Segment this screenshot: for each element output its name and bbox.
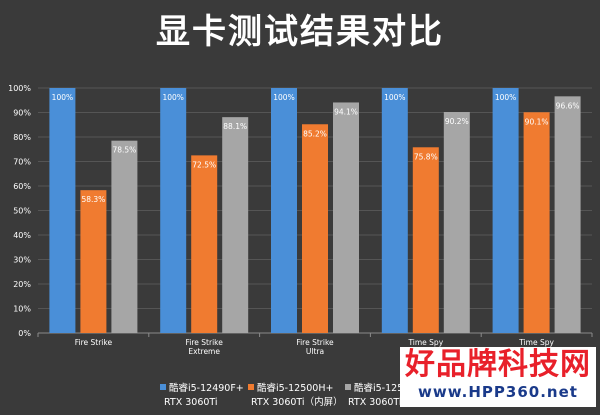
bar-data-label: 96.6% [556, 101, 580, 110]
legend-swatch [160, 384, 166, 390]
y-tick-label: 60% [13, 182, 31, 191]
legend-label: RTX 3060Ti [164, 397, 218, 408]
x-tick-label: Time Spy [407, 338, 443, 347]
x-tick-label: Fire Strike [186, 338, 224, 347]
y-tick-label: 80% [13, 133, 31, 142]
bar [302, 124, 328, 333]
bar [523, 112, 550, 333]
x-tick-label: Time Spy [518, 338, 554, 347]
x-tick-label: Extreme [188, 347, 220, 356]
bar [111, 140, 138, 333]
watermark-text: 好品牌科技网 [405, 347, 591, 382]
bar [80, 190, 107, 333]
y-tick-label: 30% [13, 256, 31, 265]
bar [381, 88, 408, 333]
x-tick-label: Fire Strike [296, 338, 334, 347]
bar-data-label: 85.2% [303, 129, 327, 138]
bar [443, 112, 470, 333]
legend-label: 酷睿i5-12500H+ [257, 382, 333, 394]
y-tick-label: 40% [13, 231, 31, 240]
bar-data-label: 78.5% [112, 146, 136, 155]
chart-title: 显卡测试结果对比 [156, 12, 444, 52]
bar-data-label: 58.3% [81, 195, 105, 204]
bar-data-label: 100% [162, 93, 183, 102]
y-tick-label: 0% [18, 329, 31, 338]
bar-data-label: 88.1% [223, 122, 247, 131]
bar [191, 155, 218, 333]
bar [554, 96, 581, 333]
legend-label: 酷睿i5-12490F+ [169, 382, 244, 394]
bar [271, 88, 297, 333]
bar-data-label: 100% [495, 93, 516, 102]
bar [492, 88, 519, 333]
legend-swatch [248, 384, 254, 390]
bar-data-label: 100% [52, 93, 73, 102]
y-tick-label: 20% [13, 280, 31, 289]
watermark-url: www.HPP360.net [418, 383, 578, 401]
bar-data-label: 90.1% [525, 117, 549, 126]
y-tick-label: 70% [13, 158, 31, 167]
bar-data-label: 94.1% [334, 107, 358, 116]
bar-data-label: 75.8% [414, 152, 438, 161]
bar-data-label: 100% [273, 93, 294, 102]
bar-data-label: 100% [384, 93, 405, 102]
bar-data-label: 90.2% [445, 117, 469, 126]
legend-swatch [345, 384, 351, 390]
bar [333, 102, 359, 333]
bar-data-label: 72.5% [192, 160, 216, 169]
y-tick-label: 10% [13, 305, 31, 314]
bar [49, 88, 76, 333]
bar [160, 88, 187, 333]
bar [222, 117, 249, 333]
x-tick-label: Ultra [306, 347, 324, 356]
x-tick-label: Fire Strike [75, 338, 113, 347]
watermark-logo: 好品牌科技网 www.HPP360.net [400, 347, 596, 407]
legend-label: RTX 3060Ti（内屏） [251, 396, 343, 408]
y-tick-label: 100% [8, 84, 31, 93]
y-tick-label: 90% [13, 109, 31, 118]
y-tick-label: 50% [13, 207, 31, 216]
bar [412, 147, 439, 333]
